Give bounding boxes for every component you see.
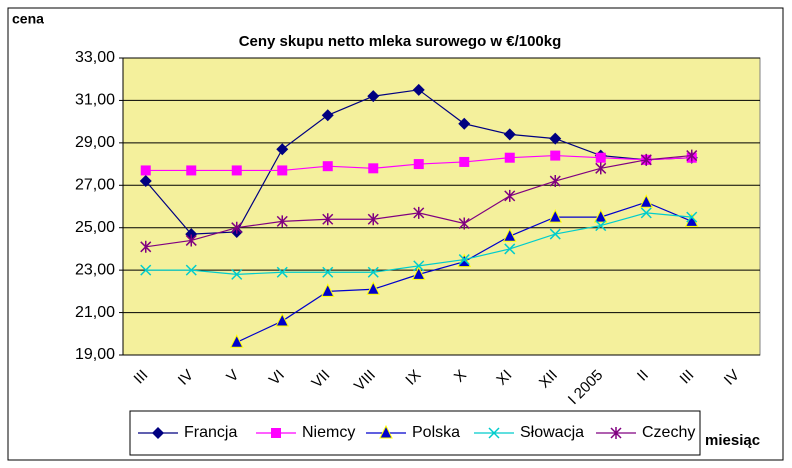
data-point [275, 312, 290, 327]
data-point [276, 215, 288, 228]
y-tick-label: 29,00 [75, 134, 115, 151]
y-tick-label: 21,00 [75, 304, 115, 321]
legend-label: Francja [184, 424, 237, 441]
y-axis-label: cena [12, 11, 44, 27]
data-point [593, 208, 608, 223]
data-point [277, 165, 288, 176]
data-point [229, 334, 244, 348]
data-point [413, 206, 425, 219]
data-point [413, 159, 424, 170]
data-point [458, 254, 470, 266]
data-point [366, 281, 381, 295]
data-point [595, 220, 607, 232]
x-axis-label: miesiąc [705, 432, 760, 449]
data-point [185, 264, 197, 276]
data-point [321, 109, 334, 122]
data-point [686, 211, 698, 223]
data-point [413, 260, 425, 272]
data-point [320, 283, 335, 297]
legend-label: Słowacja [520, 424, 584, 441]
legend-label: Niemcy [302, 424, 355, 441]
data-point [367, 213, 379, 226]
data-point [231, 165, 242, 176]
data-point [140, 240, 152, 253]
data-point [640, 207, 652, 219]
data-point [276, 266, 288, 278]
legend-marker [379, 424, 393, 439]
data-point [231, 221, 243, 234]
legend: Francja Niemcy Polska Słowacja Czechy [129, 410, 701, 456]
data-point [140, 264, 152, 276]
data-point [503, 128, 516, 141]
data-point [640, 153, 652, 166]
y-tick-label: 23,00 [75, 261, 115, 278]
data-point [186, 165, 197, 176]
data-point [276, 143, 289, 156]
data-point [459, 156, 470, 167]
data-point [411, 266, 426, 280]
legend-marker [610, 427, 622, 439]
y-tick-label: 31,00 [75, 92, 115, 109]
data-point [550, 150, 561, 161]
y-tick-label: 25,00 [75, 219, 115, 236]
data-point [412, 83, 425, 96]
data-point [457, 253, 472, 268]
plot-area [122, 57, 761, 356]
data-point [549, 132, 562, 145]
data-point [504, 152, 515, 163]
data-point [367, 90, 380, 103]
legend-marker [271, 428, 281, 438]
data-point [458, 217, 470, 230]
data-point [548, 208, 563, 223]
data-point [368, 163, 379, 174]
data-point [686, 149, 698, 162]
data-point [595, 152, 606, 163]
legend-label: Czechy [642, 424, 695, 441]
data-point [549, 228, 561, 240]
data-point [367, 266, 379, 278]
chart-title: Ceny skupu netto mleka surowego w €/100k… [239, 33, 562, 50]
data-point [185, 234, 197, 247]
data-point [231, 268, 243, 280]
data-point [140, 165, 151, 176]
data-point [322, 266, 334, 278]
data-point [639, 194, 654, 208]
data-point [458, 117, 471, 130]
y-tick-label: 19,00 [75, 346, 115, 363]
legend-marker [488, 427, 500, 439]
data-point [139, 175, 152, 188]
y-tick-label: 33,00 [75, 49, 115, 66]
data-point [549, 175, 561, 188]
data-point [595, 162, 607, 175]
data-point [322, 213, 334, 226]
legend-label: Polska [412, 424, 460, 441]
y-tick-label: 27,00 [75, 177, 115, 194]
data-point [504, 243, 516, 255]
data-point [502, 228, 517, 242]
legend-marker [152, 427, 164, 439]
data-point [322, 161, 333, 172]
data-point [504, 189, 516, 202]
